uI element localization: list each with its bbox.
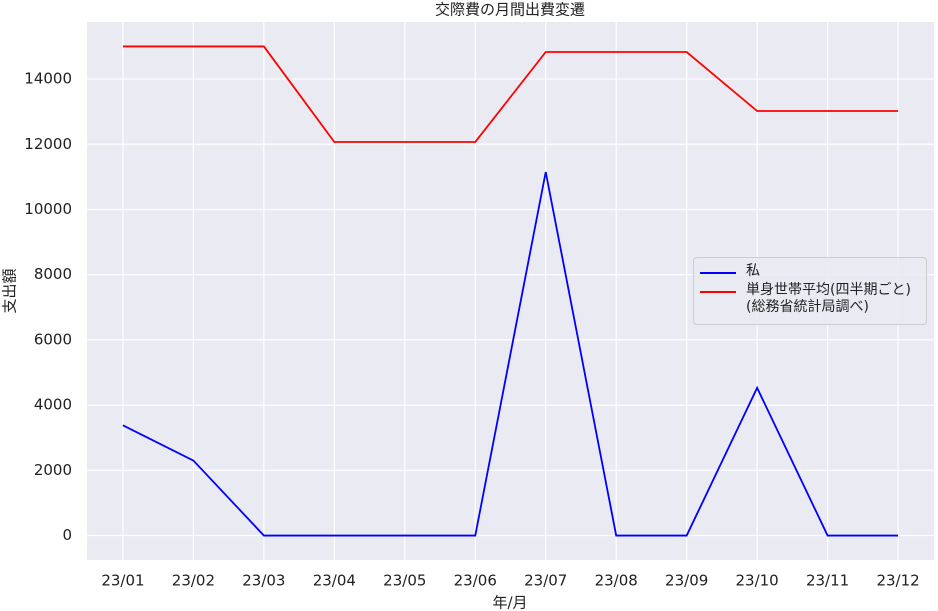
series-line: [122, 45, 899, 143]
x-tick-label: 23/01: [101, 572, 144, 590]
y-tick-label: 0: [62, 526, 72, 544]
x-tick-label: 23/02: [172, 572, 215, 590]
y-tick-label: 14000: [24, 70, 72, 88]
legend: 私単身世帯平均(四半期ごと) (総務省統計局調べ): [693, 257, 927, 325]
legend-item: 単身世帯平均(四半期ごと) (総務省統計局調べ): [700, 282, 920, 316]
x-tick-label: 23/10: [736, 572, 779, 590]
y-tick-label: 2000: [34, 461, 72, 479]
x-tick-label: 23/12: [876, 572, 919, 590]
y-tick-label: 8000: [34, 265, 72, 283]
series-line: [122, 171, 899, 537]
x-tick-label: 23/05: [383, 572, 426, 590]
legend-item: 私: [700, 263, 920, 280]
legend-swatch: [700, 272, 736, 274]
y-tick-label: 6000: [34, 330, 72, 348]
legend-label: 単身世帯平均(四半期ごと) (総務省統計局調べ): [746, 282, 911, 315]
x-axis-label: 年/月: [492, 594, 527, 611]
x-tick-label: 23/04: [313, 572, 356, 590]
chart-title: 交際費の月間出費変遷: [435, 1, 585, 19]
y-tick-label: 12000: [24, 135, 72, 153]
x-tick-label: 23/09: [665, 572, 708, 590]
x-tick-label: 23/11: [806, 572, 849, 590]
x-tick-label: 23/08: [595, 572, 638, 590]
y-tick-label: 10000: [24, 200, 72, 218]
x-tick-label: 23/06: [454, 572, 497, 590]
legend-swatch: [700, 291, 736, 293]
y-axis-label: 支出額: [1, 268, 19, 313]
x-tick-label: 23/03: [242, 572, 285, 590]
y-tick-label: 4000: [34, 396, 72, 414]
legend-label: 私: [746, 263, 760, 279]
x-tick-label: 23/07: [524, 572, 567, 590]
